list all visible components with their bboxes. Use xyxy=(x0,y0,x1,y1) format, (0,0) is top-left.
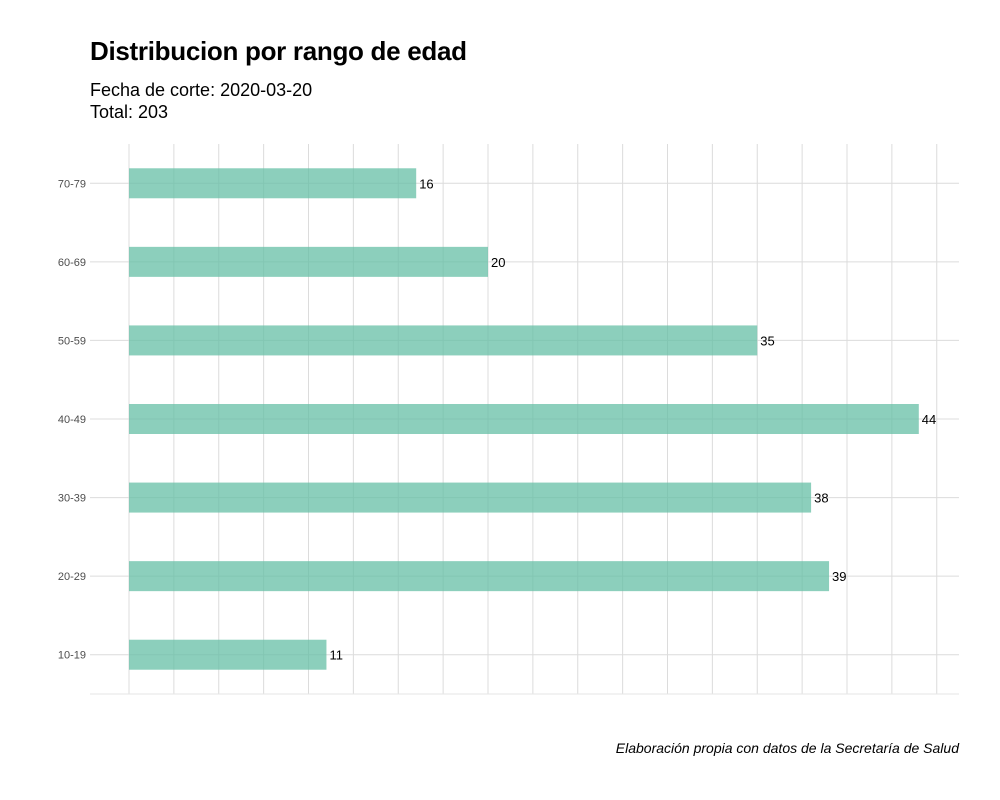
bar-20-29 xyxy=(129,561,830,592)
bar-50-59 xyxy=(129,325,758,356)
subtitle-date: Fecha de corte: 2020-03-20 xyxy=(90,80,313,100)
data-label: 11 xyxy=(329,648,343,663)
data-label: 20 xyxy=(491,255,505,270)
data-label: 39 xyxy=(832,569,846,584)
chart-subtitle: Fecha de corte: 2020-03-20 Total: 203 xyxy=(90,79,312,123)
data-label: 44 xyxy=(922,412,936,427)
y-tick-label: 10-19 xyxy=(58,650,86,662)
bar-10-19 xyxy=(129,639,327,670)
data-label: 16 xyxy=(419,176,433,191)
y-tick-label: 30-39 xyxy=(58,493,86,505)
subtitle-total: Total: 203 xyxy=(90,102,169,122)
y-tick-label: 40-49 xyxy=(58,414,86,426)
chart-caption: Elaboración propia con datos de la Secre… xyxy=(615,740,959,756)
chart-title: Distribucion por rango de edad xyxy=(90,36,467,66)
y-tick-label: 70-79 xyxy=(58,178,86,190)
bar-70-79 xyxy=(129,168,417,199)
bar-30-39 xyxy=(129,482,812,513)
y-tick-label: 50-59 xyxy=(58,335,86,347)
data-label: 35 xyxy=(760,333,774,348)
y-tick-label: 20-29 xyxy=(58,571,86,583)
data-label: 38 xyxy=(814,491,828,506)
bar-60-69 xyxy=(129,246,488,277)
y-tick-label: 60-69 xyxy=(58,257,86,269)
bar-40-49 xyxy=(129,404,919,434)
